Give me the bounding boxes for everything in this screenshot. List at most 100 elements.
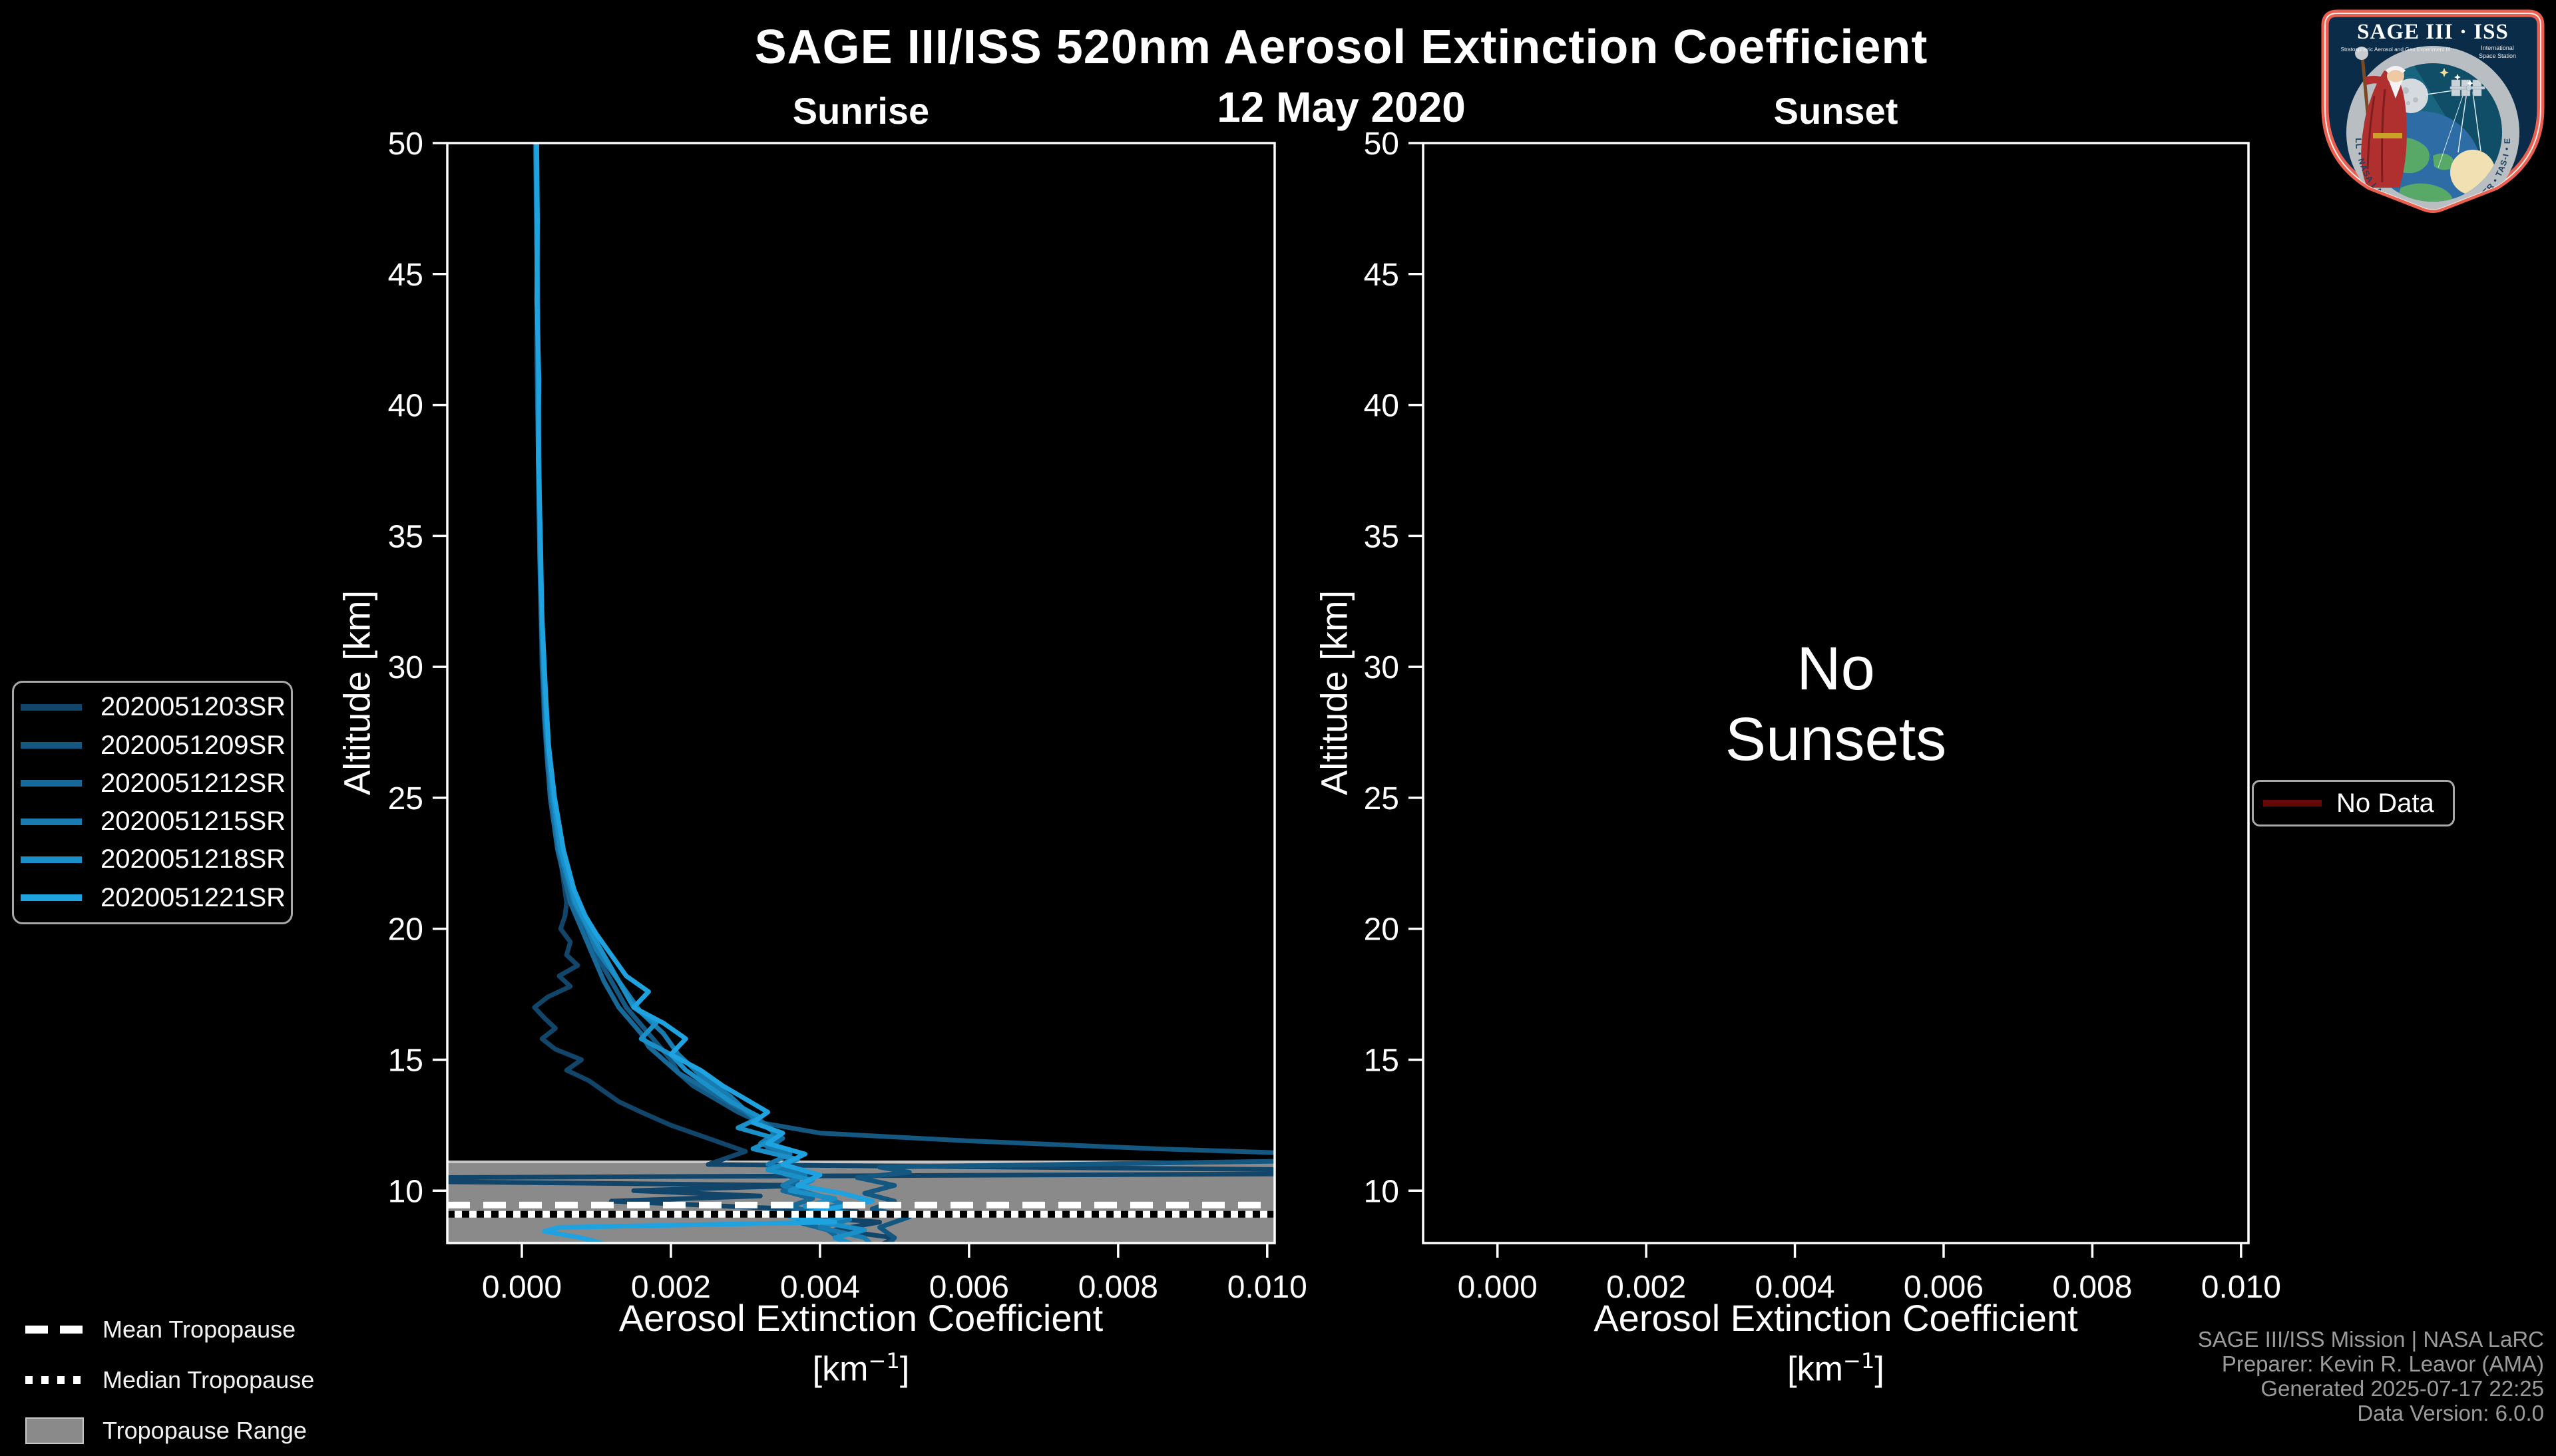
legend-line-swatch [21, 742, 82, 749]
legend-label: 2020051212SR [101, 768, 286, 798]
logo-arm [2365, 76, 2393, 91]
legend-item: 2020051203SR [21, 688, 291, 726]
logo-star [2454, 74, 2461, 81]
logo-staff-knob [2355, 47, 2368, 60]
median-tropopause-label: Median Tropopause [103, 1366, 315, 1393]
no-sunsets-line2: Sunsets [1725, 705, 1947, 773]
credits-version: Data Version: 6.0.0 [2357, 1401, 2544, 1425]
panel-title-sunset: Sunset [1773, 90, 1898, 132]
no-sunsets-line1: No [1797, 635, 1875, 703]
axes-frame-sunset [1422, 142, 2250, 1244]
legend-label: 2020051203SR [101, 692, 286, 722]
tropopause-legend: Mean Tropopause Median Tropopause Tropop… [25, 1304, 314, 1456]
logo-robe [2361, 71, 2407, 188]
logo-father-time [2355, 47, 2407, 188]
logo-subtitle-left: Stratospheric Aerosol and Gas Experiment… [2341, 47, 2451, 53]
tropopause-range-label: Tropopause Range [103, 1417, 307, 1444]
x-axis-unit-sunset: [km−1] [1787, 1348, 1884, 1389]
logo-robe-folds [2366, 89, 2386, 183]
logo-beard [2388, 79, 2403, 98]
figure-title: SAGE III/ISS 520nm Aerosol Extinction Co… [754, 21, 1928, 74]
x-tick-label: 0.004 [780, 1270, 860, 1305]
logo-title: SAGE III · ISS [2357, 20, 2509, 44]
legend-label: 2020051221SR [101, 882, 286, 912]
y-axis-label-sunset: Altitude [km] [1313, 590, 1355, 796]
x-tick-label: 0.006 [1904, 1270, 1984, 1305]
x-tick-label: 0.004 [1755, 1270, 1834, 1305]
y-tick-label: 45 [1364, 258, 1399, 293]
plot-area-sunrise [447, 143, 1275, 1243]
logo-belt [2373, 133, 2402, 138]
x-tick-label: 0.008 [1078, 1270, 1158, 1305]
legend-item: 2020051212SR [21, 765, 291, 803]
x-axis-label-sunrise: Aerosol Extinction Coefficient [618, 1297, 1104, 1339]
y-tick-label: 45 [388, 258, 423, 293]
legend-line-swatch [21, 818, 82, 825]
y-tick-label: 10 [1364, 1174, 1399, 1209]
y-tick-label: 35 [1364, 519, 1399, 554]
logo-moon-crater [2406, 101, 2410, 105]
credits-preparer: Preparer: Kevin R. Leavor (AMA) [2221, 1352, 2544, 1376]
dashed-line-swatch [25, 1326, 84, 1334]
figure-date: 12 May 2020 [1217, 83, 1466, 131]
logo-moon-crater [2413, 97, 2418, 102]
no-data-label: No Data [2336, 788, 2434, 818]
x-tick-label: 0.000 [482, 1270, 562, 1305]
y-tick-label: 40 [1364, 389, 1399, 424]
logo-moon-crater [2402, 87, 2409, 94]
legend-label: 2020051209SR [101, 730, 286, 760]
credits-mission: SAGE III/ISS Mission | NASA LaRC [2197, 1327, 2544, 1352]
legend-label: 2020051215SR [101, 807, 286, 836]
logo-hair [2385, 66, 2406, 74]
y-tick-label: 20 [388, 912, 423, 948]
y-tick-label: 25 [388, 781, 423, 817]
logo-head [2387, 67, 2404, 85]
axes-frame-sunrise [446, 142, 1276, 1244]
y-tick-label: 50 [1364, 126, 1399, 162]
dotted-line-swatch [25, 1376, 84, 1384]
logo-earth-land2 [2399, 183, 2453, 202]
panel-title-sunrise: Sunrise [792, 90, 930, 132]
logo-ray [2472, 91, 2481, 152]
y-tick-label: 40 [388, 389, 423, 424]
profile-legend-box: 2020051203SR 2020051209SR 2020051212SR 2020… [12, 681, 293, 924]
logo-ray [2457, 91, 2467, 153]
x-axis-unit-sunrise: [km−1] [812, 1348, 910, 1389]
y-tick-label: 35 [388, 519, 423, 554]
logo-earth-land3 [2433, 153, 2454, 170]
legend-line-swatch [21, 780, 82, 787]
mean-tropopause-label: Mean Tropopause [103, 1316, 296, 1343]
y-tick-label: 30 [1364, 650, 1399, 685]
logo-iss [2450, 79, 2485, 96]
y-tick-label: 20 [1364, 912, 1399, 948]
y-tick-label: 15 [1364, 1043, 1399, 1079]
y-tick-label: 50 [388, 126, 423, 162]
median-tropopause-legend-item: Median Tropopause [25, 1355, 314, 1405]
logo-ray [2438, 91, 2465, 168]
tropopause-range-legend-item: Tropopause Range [25, 1405, 314, 1456]
profile-line-2020051203SR [447, 143, 1275, 1243]
y-tick-label: 25 [1364, 781, 1399, 817]
logo-subtitle-right2: Space Station [2479, 53, 2516, 59]
y-tick-label: 10 [388, 1174, 423, 1209]
legend-line-swatch [21, 703, 82, 711]
sage-iii-iss-mission-logo: SAGE III · ISS Stratospheric Aerosol and… [2321, 9, 2545, 213]
x-axis-label-sunset: Aerosol Extinction Coefficient [1594, 1297, 2078, 1339]
x-tick-label: 0.006 [929, 1270, 1009, 1305]
y-axis-label-sunrise: Altitude [km] [335, 590, 378, 796]
mean-tropopause-legend-item: Mean Tropopause [25, 1304, 314, 1355]
x-tick-label: 0.002 [1606, 1270, 1686, 1305]
logo-art: SAGE III · ISS Stratospheric Aerosol and… [2325, 13, 2519, 210]
x-tick-label: 0.002 [631, 1270, 711, 1305]
range-band-swatch [25, 1417, 84, 1444]
legend-line-swatch [21, 894, 82, 902]
x-tick-label: 0.008 [2052, 1270, 2132, 1305]
legend-item: 2020051218SR [21, 840, 291, 878]
x-tick-label: 0.010 [2201, 1270, 2281, 1305]
credits-block: SAGE III/ISS Mission | NASA LaRC Prepare… [2198, 1327, 2544, 1425]
x-tick-label: 0.010 [1227, 1270, 1307, 1305]
no-data-legend-box: No Data [2252, 780, 2455, 826]
logo-star [2440, 68, 2449, 77]
